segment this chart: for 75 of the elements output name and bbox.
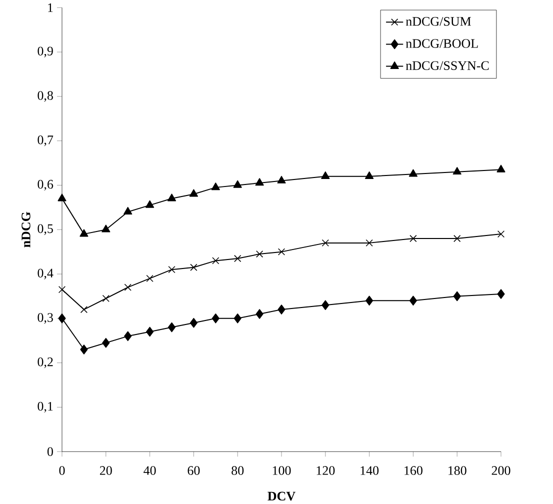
point (409, 296, 417, 306)
x-tick-label: 120 (316, 466, 335, 475)
point (146, 326, 154, 337)
point (58, 286, 66, 294)
point (321, 171, 330, 180)
point (497, 230, 505, 238)
y-tick-label: 0,5 (38, 224, 53, 235)
y-tick-label: 0,1 (38, 402, 53, 413)
point (124, 206, 132, 215)
point (80, 306, 88, 314)
point (408, 169, 418, 177)
legend-label: nDCG/SUM (406, 17, 471, 26)
x-axis-title: DCV (268, 492, 296, 501)
legend-label: nDCG/BOOL (406, 39, 478, 48)
x-tick-label: 100 (272, 466, 291, 475)
point (322, 239, 329, 247)
point (277, 176, 286, 184)
point (80, 229, 88, 237)
y-tick-label: 0,4 (38, 268, 54, 280)
point (102, 338, 110, 348)
point (189, 189, 198, 197)
point (80, 344, 88, 354)
x-tick-label: 0 (59, 466, 65, 475)
point (496, 164, 506, 172)
point (366, 296, 374, 306)
point (278, 304, 286, 314)
point (102, 294, 110, 302)
point (497, 289, 505, 299)
y-axis-title: nDCG (22, 212, 30, 248)
point (124, 284, 132, 291)
point (452, 167, 462, 175)
point (234, 254, 242, 262)
legend-label: nDCG/SSYN-C (406, 61, 489, 70)
point (102, 224, 110, 232)
point (212, 257, 220, 264)
point (454, 234, 461, 242)
point (365, 171, 374, 180)
point (366, 239, 373, 247)
point (233, 180, 242, 188)
point (212, 314, 220, 324)
x-tick-label: 160 (404, 466, 422, 475)
point (190, 264, 198, 271)
y-tick-label: 0,8 (38, 91, 53, 102)
x-tick-label: 200 (492, 466, 510, 475)
point (278, 248, 286, 256)
x-tick-label: 180 (448, 466, 466, 475)
point (322, 300, 330, 310)
point (211, 182, 220, 190)
point (168, 322, 176, 332)
x-tick-label: 60 (188, 466, 200, 475)
x-tick-label: 80 (232, 466, 244, 475)
point (255, 178, 264, 186)
point (58, 314, 66, 324)
point (190, 318, 198, 328)
x-tick-label: 20 (100, 466, 112, 475)
point (256, 309, 264, 319)
y-tick-label: 0,6 (38, 180, 54, 191)
point (256, 250, 264, 258)
point (146, 200, 154, 208)
point (58, 194, 66, 202)
point (410, 234, 417, 242)
point (168, 266, 176, 274)
point (124, 331, 132, 342)
point (234, 314, 242, 324)
point (453, 291, 461, 302)
y-tick-label: 0,3 (38, 313, 53, 324)
y-tick-label: 1 (48, 3, 53, 12)
y-tick-label: 0,7 (38, 136, 54, 146)
y-tick-label: 0,2 (38, 358, 53, 368)
x-tick-label: 140 (360, 466, 379, 475)
y-tick-label: 0 (47, 447, 53, 456)
point (146, 274, 154, 282)
x-tick-label: 40 (144, 466, 156, 475)
point (167, 194, 176, 202)
y-tick-label: 0,9 (38, 46, 53, 58)
